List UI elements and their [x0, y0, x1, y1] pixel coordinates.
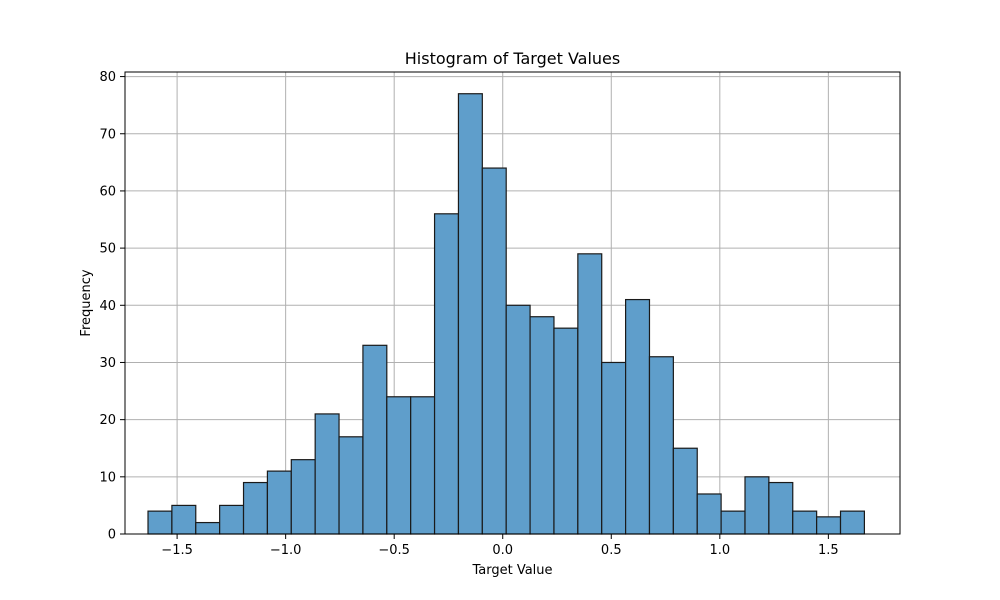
x-tick-label: −1.5	[161, 543, 193, 558]
histogram-bar	[457, 93, 483, 535]
histogram-bar	[839, 510, 865, 535]
histogram-bar	[171, 504, 197, 535]
histogram-bar	[266, 470, 292, 535]
histogram-bar	[529, 316, 555, 535]
histogram-bar	[147, 510, 173, 535]
y-axis-ticks: 0 10 20 30 40 50 60 70 80	[99, 70, 125, 543]
histogram-bar	[481, 167, 507, 535]
y-tick-label: 30	[99, 356, 116, 371]
x-tick-label: 1.0	[709, 543, 730, 558]
histogram-bar	[362, 344, 388, 535]
histogram-bar	[577, 253, 603, 535]
x-tick-label: −1.0	[270, 543, 302, 558]
histogram-bar	[816, 516, 842, 535]
x-axis-label: Target Value	[471, 563, 552, 578]
y-tick-label: 0	[108, 528, 116, 543]
y-tick-label: 20	[99, 413, 116, 428]
y-tick-label: 40	[99, 299, 116, 314]
chart-title: Histogram of Target Values	[405, 49, 620, 68]
x-axis-ticks: −1.5 −1.0 −0.5 0.0 0.5 1.0 1.5	[161, 534, 839, 558]
y-tick-label: 80	[99, 70, 116, 85]
histogram-bar	[744, 476, 770, 535]
histogram-bar	[505, 304, 531, 535]
histogram-bar	[314, 413, 340, 535]
histogram-bar	[290, 459, 316, 535]
histogram-bar	[195, 521, 221, 535]
x-tick-label: 1.5	[818, 543, 839, 558]
y-tick-label: 10	[99, 470, 116, 485]
histogram-bar	[242, 481, 269, 535]
y-axis-label: Frequency	[79, 269, 94, 336]
histogram-bar	[553, 327, 579, 535]
x-tick-label: 0.0	[492, 543, 513, 558]
x-tick-label: 0.5	[601, 543, 622, 558]
histogram-bar	[720, 510, 746, 535]
histogram-bar	[386, 396, 412, 535]
y-tick-label: 70	[99, 127, 116, 142]
histogram-bar	[410, 396, 436, 535]
histogram-bar	[625, 298, 651, 535]
histogram-bar	[768, 481, 794, 535]
histogram-bar	[648, 356, 674, 535]
histogram-bar	[433, 213, 460, 535]
histogram-bar	[219, 504, 245, 535]
histogram-bar	[601, 361, 627, 535]
histogram-bar	[338, 436, 364, 535]
y-tick-label: 50	[99, 242, 116, 257]
plot-frame	[124, 71, 901, 535]
histogram-bar	[672, 447, 698, 535]
histogram-bar	[696, 493, 722, 535]
histogram-bar	[792, 510, 818, 535]
x-tick-label: −0.5	[378, 543, 410, 558]
y-tick-label: 60	[99, 184, 116, 199]
